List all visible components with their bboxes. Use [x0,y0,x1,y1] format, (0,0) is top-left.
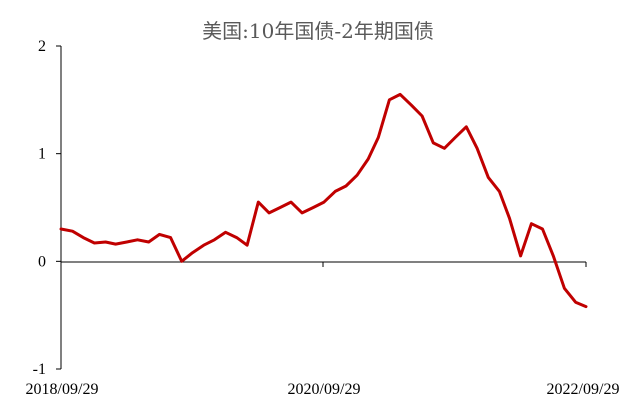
y-tick-label: 1 [38,146,46,163]
x-tick-label: 2022/09/29 [547,381,620,398]
x-tick-label: 2018/09/29 [26,381,99,398]
y-tick-label: -1 [33,361,46,378]
y-tick-label: 0 [38,253,46,270]
chart-title: 美国:10年国债-2年期国债 [202,19,434,43]
series-line [59,92,588,309]
y-tick-label: 2 [38,38,46,55]
x-tick-label: 2020/09/29 [288,381,361,398]
